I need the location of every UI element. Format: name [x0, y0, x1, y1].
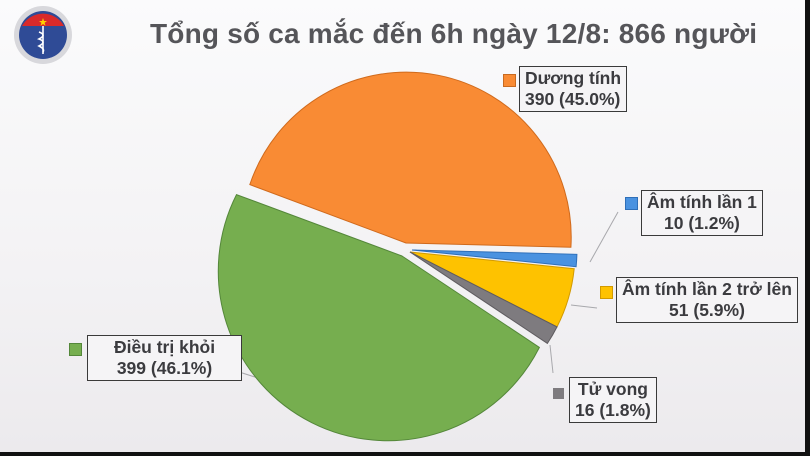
- slice-tu-vong[interactable]: [409, 251, 558, 345]
- label-am-tinh-2-name: Âm tính lần 2 trở lên: [622, 279, 792, 299]
- label-duong-tinh-name: Dương tính: [525, 68, 622, 88]
- leader-line-am-tinh-1: [589, 211, 619, 263]
- label-tu-vong-name: Tử vong: [577, 379, 648, 399]
- swatch-dieu-tri-khoi: [69, 343, 82, 356]
- swatch-am-tinh-2: [600, 286, 613, 299]
- label-dieu-tri-khoi: Điều trị khỏi 399 (46.1%): [87, 335, 242, 381]
- swatch-am-tinh-1: [625, 197, 638, 210]
- label-am-tinh-1: Âm tính lần 1 10 (1.2%): [641, 190, 763, 236]
- slice-am-tinh-1[interactable]: [411, 249, 578, 268]
- label-am-tinh-2-value: 51 (5.9%): [669, 300, 745, 320]
- slice-duong-tinh[interactable]: [249, 71, 572, 248]
- label-am-tinh-1-name: Âm tính lần 1: [647, 192, 757, 212]
- label-dieu-tri-khoi-value: 399 (46.1%): [116, 358, 213, 378]
- label-dieu-tri-khoi-name: Điều trị khỏi: [113, 337, 216, 357]
- label-duong-tinh-value: 390 (45.0%): [525, 89, 621, 109]
- label-am-tinh-2: Âm tính lần 2 trở lên 51 (5.9%): [616, 277, 798, 323]
- slice-dieu-tri-khoi[interactable]: [217, 193, 541, 442]
- ministry-of-health-logo: [14, 6, 72, 64]
- label-duong-tinh: Dương tính 390 (45.0%): [519, 66, 628, 112]
- swatch-tu-vong: [553, 388, 564, 399]
- leader-line-am-tinh-2: [570, 304, 598, 309]
- label-tu-vong-value: 16 (1.8%): [575, 400, 651, 420]
- swatch-duong-tinh: [503, 74, 516, 87]
- leader-line-tu-vong: [549, 344, 554, 374]
- chart-title: Tổng số ca mắc đến 6h ngày 12/8: 866 ngư…: [150, 18, 758, 49]
- label-am-tinh-1-value: 10 (1.2%): [664, 213, 740, 233]
- label-tu-vong: Tử vong 16 (1.8%): [569, 377, 657, 423]
